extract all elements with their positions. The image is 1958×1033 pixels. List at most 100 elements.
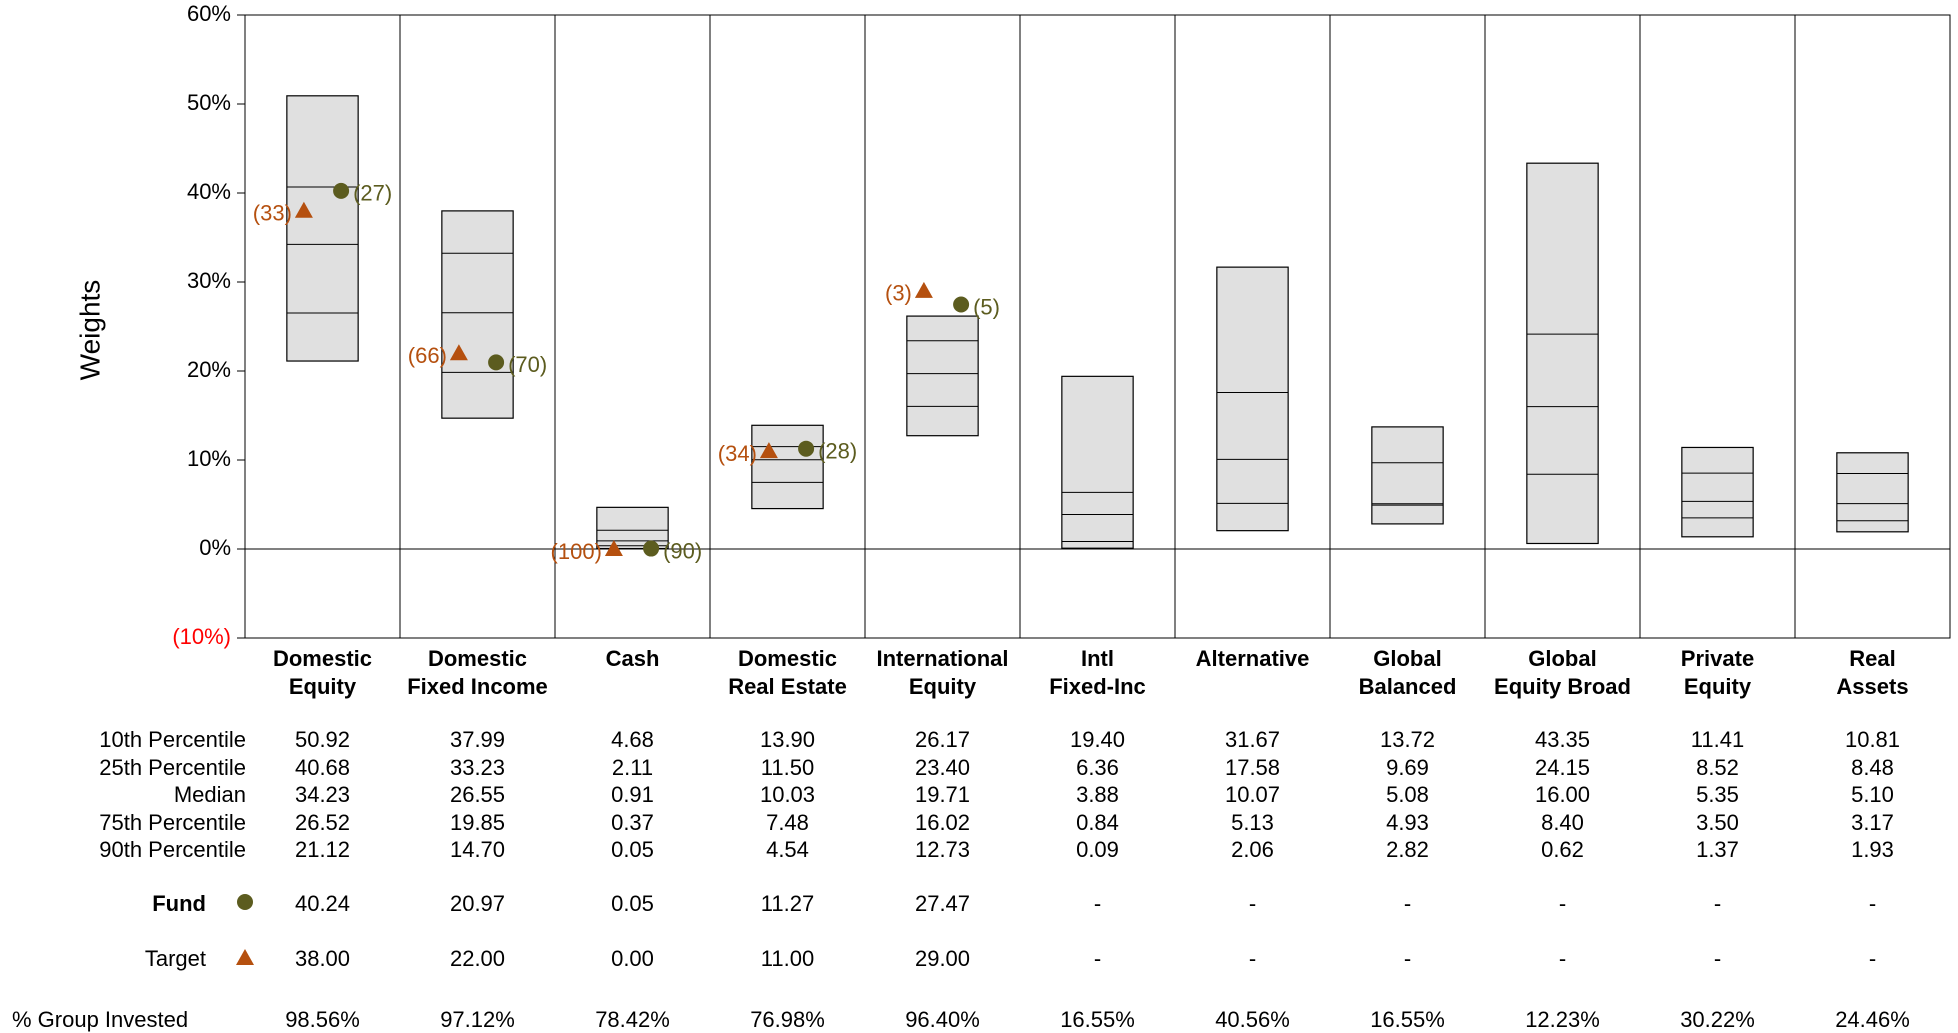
table-value: 4.93 <box>1386 810 1429 835</box>
target-rank: (3) <box>885 281 912 306</box>
table-value: 5.10 <box>1851 782 1894 807</box>
table-value: 4.68 <box>611 727 654 752</box>
category-label: Fixed Income <box>407 674 548 699</box>
fund-rank: (5) <box>973 294 1000 319</box>
table-value: 2.06 <box>1231 837 1274 862</box>
category-label: Domestic <box>738 646 837 671</box>
table-value: 2.82 <box>1386 837 1429 862</box>
table-value: 0.62 <box>1541 837 1584 862</box>
category-label: Fixed-Inc <box>1049 674 1146 699</box>
table-value: 38.00 <box>295 946 350 971</box>
fund-rank: (28) <box>818 439 857 464</box>
table-value: - <box>1559 946 1566 971</box>
table-value: 3.50 <box>1696 810 1739 835</box>
table-value: 16.00 <box>1535 782 1590 807</box>
table-value: 5.35 <box>1696 782 1739 807</box>
table-value: 11.27 <box>761 891 814 916</box>
category-label: Equity <box>1684 674 1752 699</box>
y-tick-label: 0% <box>199 535 231 560</box>
table-value: 78.42% <box>595 1007 670 1032</box>
table-value: 0.91 <box>611 782 654 807</box>
table-value: 11.41 <box>1691 727 1744 752</box>
table-value: 40.68 <box>295 755 350 780</box>
category-label: Assets <box>1836 674 1908 699</box>
table-value: 22.00 <box>450 946 505 971</box>
table-value: 19.40 <box>1070 727 1125 752</box>
row-label: % Group Invested <box>12 1007 188 1032</box>
table-value: - <box>1404 946 1411 971</box>
percentile-box <box>751 424 824 510</box>
table-value: 40.56% <box>1215 1007 1290 1032</box>
target-rank: (34) <box>718 441 757 466</box>
table-value: 0.05 <box>611 891 654 916</box>
percentile-box <box>441 210 514 419</box>
fund-marker <box>798 440 815 457</box>
percentile-box <box>1681 446 1754 538</box>
table-value: 23.40 <box>915 755 970 780</box>
category-label: Global <box>1528 646 1596 671</box>
table-value: - <box>1714 946 1721 971</box>
table-value: 33.23 <box>450 755 505 780</box>
fund-rank: (27) <box>353 181 392 206</box>
table-value: 37.99 <box>450 727 505 752</box>
category-label: Equity <box>909 674 977 699</box>
category-label: Alternative <box>1196 646 1310 671</box>
table-value: 5.13 <box>1231 810 1274 835</box>
table-value: 8.52 <box>1696 755 1739 780</box>
table-value: 31.67 <box>1225 727 1280 752</box>
category-label: Equity <box>289 674 357 699</box>
table-value: 10.07 <box>1225 782 1280 807</box>
y-tick-label: 10% <box>187 446 231 471</box>
table-value: 20.97 <box>450 891 505 916</box>
table-value: - <box>1249 891 1256 916</box>
table-value: 11.50 <box>761 755 814 780</box>
table-value: 24.15 <box>1535 755 1590 780</box>
fund-rank: (70) <box>508 352 547 377</box>
category-label: Equity Broad <box>1494 674 1631 699</box>
table-value: - <box>1404 891 1411 916</box>
target-marker <box>914 281 933 298</box>
y-tick-label: (10%) <box>172 624 231 649</box>
table-value: 0.05 <box>611 837 654 862</box>
row-label: 90th Percentile <box>99 837 246 862</box>
table-value: 0.84 <box>1076 810 1119 835</box>
y-axis-label: Weights <box>74 280 105 381</box>
table-value: - <box>1249 946 1256 971</box>
table-value: 8.48 <box>1851 755 1894 780</box>
percentile-box <box>1371 426 1444 525</box>
percentile-box <box>906 315 979 437</box>
table-value: - <box>1559 891 1566 916</box>
table-value: 9.69 <box>1386 755 1429 780</box>
table-value: 34.23 <box>295 782 350 807</box>
legend-fund <box>237 894 253 910</box>
table-value: - <box>1869 891 1876 916</box>
table-value: 26.52 <box>295 810 350 835</box>
y-tick-label: 60% <box>187 1 231 26</box>
target-marker <box>294 201 313 218</box>
table-value: 1.37 <box>1696 837 1739 862</box>
table-value: - <box>1094 891 1101 916</box>
table-value: 3.88 <box>1076 782 1119 807</box>
category-label: Domestic <box>428 646 527 671</box>
y-tick-label: 50% <box>187 90 231 115</box>
target-marker <box>759 442 778 459</box>
table-value: 27.47 <box>915 891 970 916</box>
percentile-box <box>1061 375 1134 549</box>
table-value: 1.93 <box>1851 837 1894 862</box>
row-label: Median <box>174 782 246 807</box>
percentile-box <box>1836 452 1909 533</box>
table-value: 29.00 <box>915 946 970 971</box>
table-value: 4.54 <box>766 837 809 862</box>
fund-marker <box>333 182 350 199</box>
table-value: - <box>1869 946 1876 971</box>
table-value: 16.02 <box>915 810 970 835</box>
table-value: 10.03 <box>760 782 815 807</box>
table-value: 13.90 <box>760 727 815 752</box>
row-label: 25th Percentile <box>99 755 246 780</box>
percentile-box <box>1526 162 1599 545</box>
table-value: 40.24 <box>295 891 350 916</box>
table-value: 14.70 <box>450 837 505 862</box>
table-value: 6.36 <box>1076 755 1119 780</box>
category-label: Intl <box>1081 646 1114 671</box>
